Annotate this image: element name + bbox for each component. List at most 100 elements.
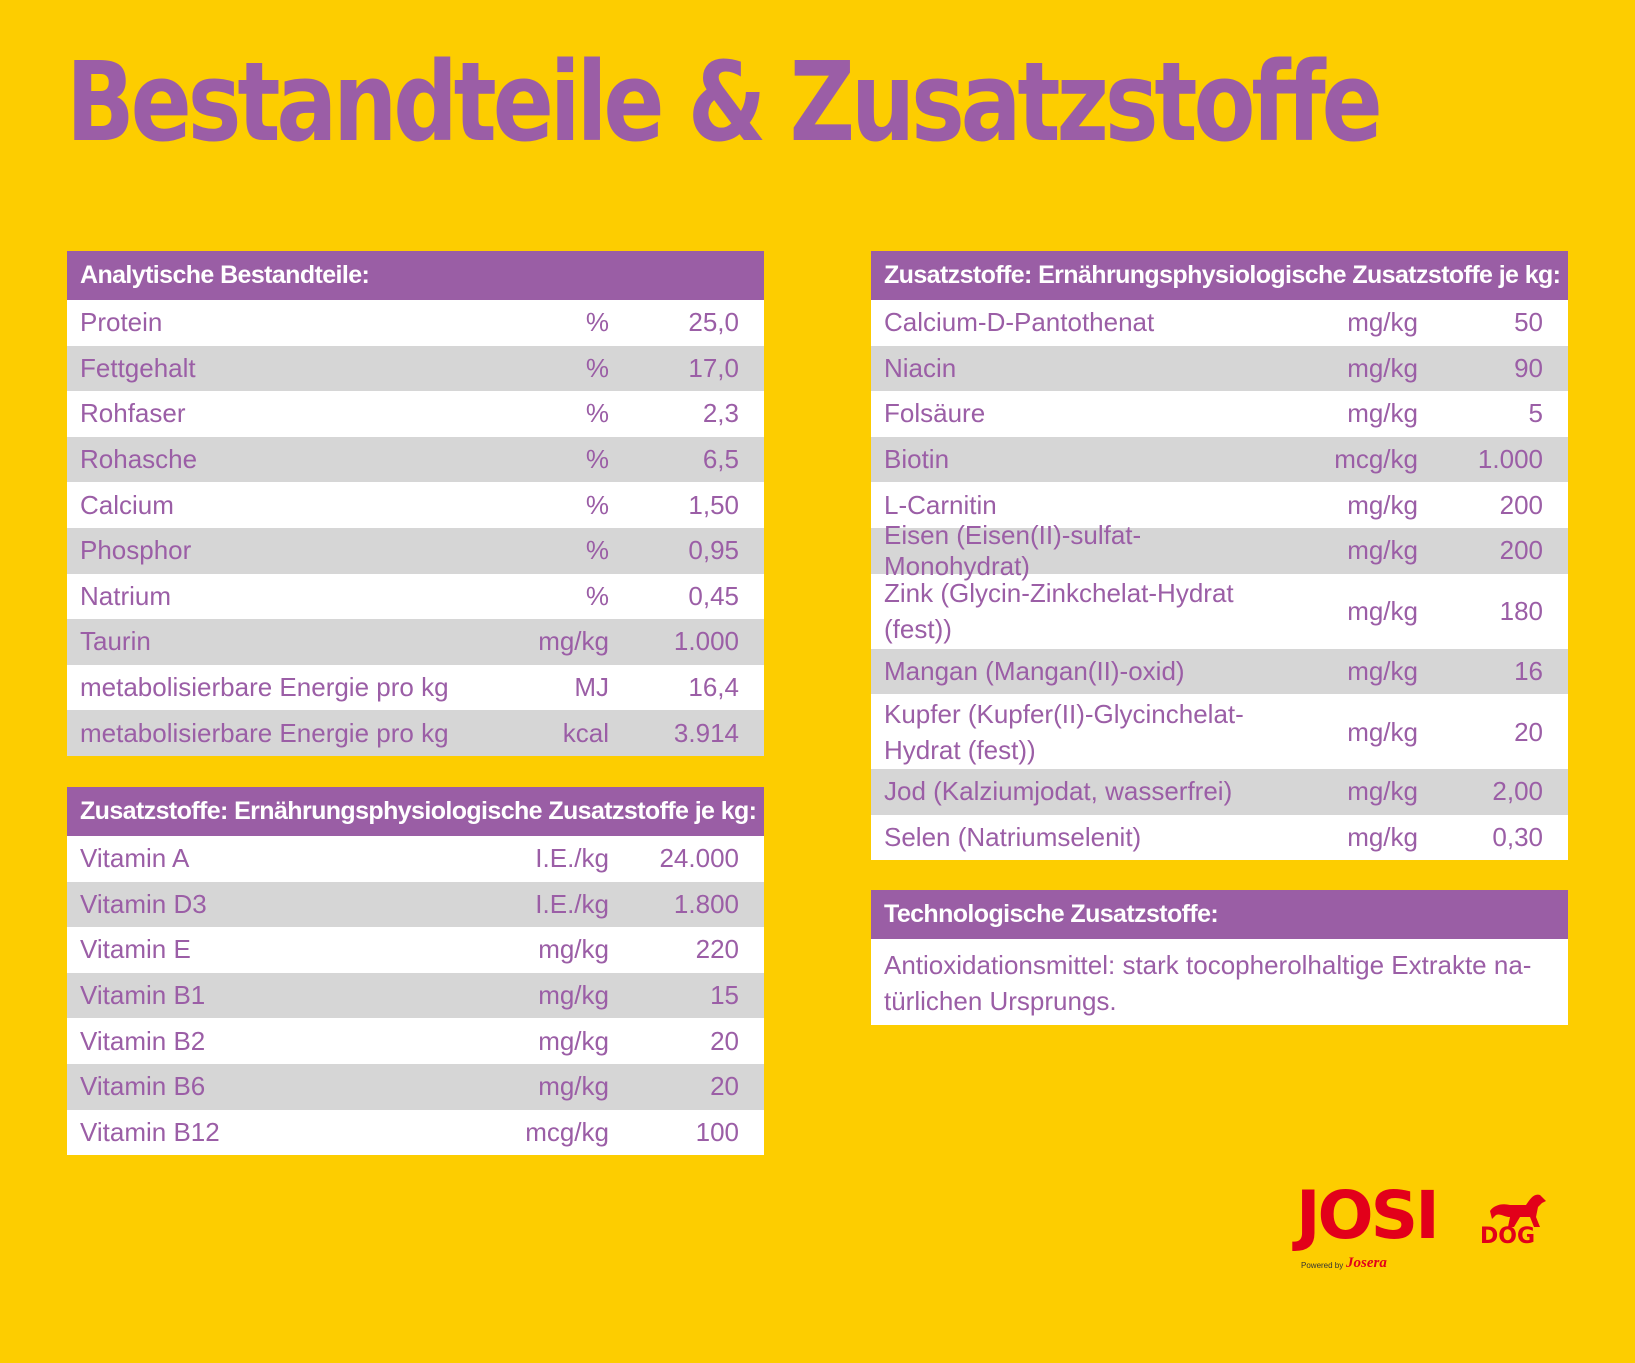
row-unit: mg/kg xyxy=(1347,776,1418,807)
table-row: Eisen (Eisen(II)-sulfat-Monohydrat) mg/kg… xyxy=(871,520,1568,581)
row-value: 25,0 xyxy=(688,307,739,338)
row-name: Natrium xyxy=(80,580,172,611)
table-row: Kupfer (Kupfer(II)-Glycinchelat-Hydrat (… xyxy=(871,694,1568,770)
row-unit: mg/kg xyxy=(1347,596,1418,627)
row-value: 200 xyxy=(1499,535,1543,566)
row-value: 16,4 xyxy=(688,672,739,703)
table-row: metabolisierbare Energie pro kg MJ 16,4 xyxy=(67,664,764,711)
josera-logo: Josera xyxy=(1346,1255,1387,1271)
table-row: Protein% 25,0 xyxy=(67,300,764,346)
row-unit: mg/kg xyxy=(1347,489,1418,520)
row-name: Protein xyxy=(80,307,163,338)
row-unit: mg/kg xyxy=(538,626,609,657)
row-value: 0,95 xyxy=(688,535,739,566)
technological-panel: Technologische Zusatzstoffe: Antioxidati… xyxy=(871,890,1568,1025)
row-value: 2,3 xyxy=(702,398,739,429)
row-unit: mg/kg xyxy=(538,1025,609,1056)
row-name: Eisen (Eisen(II)-sulfat-Monohydrat) xyxy=(884,519,1142,581)
row-value: 6,5 xyxy=(702,444,739,475)
analytical-header: Analytische Bestandteile: xyxy=(67,251,764,300)
row-value: 20 xyxy=(710,1071,739,1102)
row-name: Zink (Glycin-Zinkchelat-Hydrat (fest)) xyxy=(884,578,1234,645)
table-row: Zink (Glycin-Zinkchelat-Hydrat (fest)) mg… xyxy=(871,573,1568,649)
josidog-logo: JOSI DOG Powered by Josera xyxy=(1296,1183,1556,1273)
row-value: 90 xyxy=(1514,352,1543,383)
table-row: Fettgehalt% 17,0 xyxy=(67,345,764,392)
table-row: Niacin mg/kg 90 xyxy=(871,345,1568,392)
table-row: Vitamin B6 mg/kg 20 xyxy=(67,1063,764,1110)
row-name: metabolisierbare Energie pro kg xyxy=(80,672,449,703)
row-unit: % xyxy=(585,352,609,383)
row-unit: mg/kg xyxy=(1347,716,1418,747)
row-name: Phosphor xyxy=(80,535,192,566)
row-name: Kupfer (Kupfer(II)-Glycinchelat-Hydrat (… xyxy=(884,698,1244,765)
row-value: 200 xyxy=(1499,489,1543,520)
row-name: Vitamin B1 xyxy=(80,980,206,1011)
row-value: 5 xyxy=(1528,398,1543,429)
dog-icon xyxy=(1490,1194,1546,1227)
vitamins-panel: Zusatzstoffe: Ernährungsphysiologische Z… xyxy=(67,787,764,1156)
technological-header: Technologische Zusatzstoffe: xyxy=(871,890,1568,939)
row-unit: mg/kg xyxy=(1347,535,1418,566)
row-value: 20 xyxy=(710,1025,739,1056)
row-name: Folsäure xyxy=(884,398,986,429)
table-row: Calcium-D-Pantothenat mg/kg 50 xyxy=(871,300,1568,346)
table-row: Mangan (Mangan(II)-oxid) mg/kg 16 xyxy=(871,648,1568,695)
table-row: Jod (Kalziumjodat, wasserfrei) mg/kg 2,00 xyxy=(871,769,1568,815)
row-value: 20 xyxy=(1514,716,1543,747)
row-unit: mg/kg xyxy=(1347,307,1418,338)
row-name: Selen (Natriumselenit) xyxy=(884,822,1142,853)
row-name: Vitamin D3 xyxy=(80,888,207,919)
row-name: Mangan (Mangan(II)-oxid) xyxy=(884,655,1185,686)
table-row: Natrium% 0,45 xyxy=(67,573,764,620)
vitamins-rows: Vitamin A I.E./kg 24.000 Vitamin D3 I.E./kg… xyxy=(67,836,764,1156)
table-row: Vitamin E mg/kg 220 xyxy=(67,927,764,973)
row-unit: % xyxy=(585,489,609,520)
row-name: Vitamin B2 xyxy=(80,1025,206,1056)
table-row: Vitamin B1 mg/kg 15 xyxy=(67,972,764,1019)
page-title: Bestandteile & Zusatzstoffe xyxy=(66,38,1383,166)
row-unit: mg/kg xyxy=(1347,655,1418,686)
table-row: Vitamin A I.E./kg 24.000 xyxy=(67,836,764,882)
row-name: Rohfaser xyxy=(80,398,186,429)
additives-header: Zusatzstoffe: Ernährungsphysiologische Z… xyxy=(871,251,1568,300)
row-unit: % xyxy=(585,398,609,429)
table-row: Taurin mg/kg 1.000 xyxy=(67,619,764,665)
row-name: L-Carnitin xyxy=(884,489,997,520)
additives-rows: Calcium-D-Pantothenat mg/kg 50 Niacin mg/kg… xyxy=(871,300,1568,861)
row-name: Vitamin B6 xyxy=(80,1071,206,1102)
row-value: 50 xyxy=(1514,307,1543,338)
analytical-rows: Protein% 25,0 Fettgehalt% 17,0 Rohfaser% 2,… xyxy=(67,300,764,756)
row-unit: % xyxy=(585,307,609,338)
row-unit: kcal xyxy=(562,717,609,748)
row-value: 1.000 xyxy=(673,626,739,657)
row-value: 2,00 xyxy=(1492,776,1543,807)
vitamins-header: Zusatzstoffe: Ernährungsphysiologische Z… xyxy=(67,787,764,836)
row-unit: mg/kg xyxy=(538,1071,609,1102)
row-value: 0,45 xyxy=(688,580,739,611)
table-row: Vitamin B12 mcg/kg 100 xyxy=(67,1109,764,1156)
table-row: Rohfaser% 2,3 xyxy=(67,391,764,437)
row-name: Fettgehalt xyxy=(80,352,196,383)
row-name: Jod (Kalziumjodat, wasserfrei) xyxy=(884,776,1233,807)
row-name: Vitamin E xyxy=(80,934,191,965)
row-name: Rohasche xyxy=(80,444,198,475)
row-unit: mcg/kg xyxy=(1334,444,1418,475)
logo-sub: DOG xyxy=(1480,1224,1536,1249)
table-row: Phosphor% 0,95 xyxy=(67,527,764,574)
row-value: 0,30 xyxy=(1492,822,1543,853)
row-name: Taurin xyxy=(80,626,151,657)
logo-brand: JOSI xyxy=(1296,1177,1440,1254)
table-row: metabolisierbare Energie pro kg kcal 3.914 xyxy=(67,710,764,756)
table-row: Biotin mcg/kg 1.000 xyxy=(871,436,1568,483)
table-row: Rohasche% 6,5 xyxy=(67,436,764,483)
row-unit: I.E./kg xyxy=(535,888,609,919)
row-unit: mg/kg xyxy=(538,980,609,1011)
table-row: L-Carnitin mg/kg 200 xyxy=(871,482,1568,528)
row-unit: mcg/kg xyxy=(525,1116,609,1147)
row-name: Biotin xyxy=(884,444,950,475)
row-value: 180 xyxy=(1499,596,1543,627)
row-unit: % xyxy=(585,444,609,475)
row-unit: mg/kg xyxy=(1347,398,1418,429)
table-row: Vitamin B2 mg/kg 20 xyxy=(67,1018,764,1064)
